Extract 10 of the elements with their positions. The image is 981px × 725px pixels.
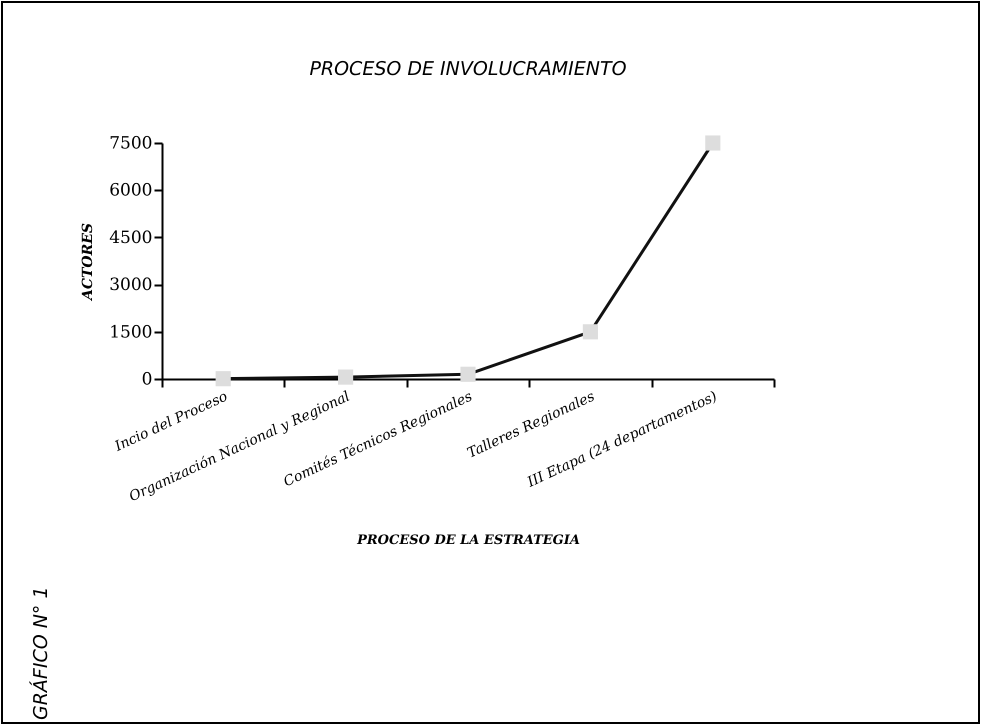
y-axis-title: ACTORES [80,222,96,302]
y-tick-label: 3000 [109,275,152,296]
chart-title: PROCESO DE INVOLUCRAMIENTO [309,58,627,80]
y-tick-label: 7500 [109,134,152,154]
text: GRÁFICO N° 1 [30,586,52,720]
x-axis-title: PROCESO DE LA ESTRATEGIA [356,533,580,548]
y-tick-label: 0 [142,370,152,390]
y-tick-label: 6000 [109,180,152,201]
y-tick-label: 1500 [109,322,152,342]
y-tick-label: 4500 [109,228,152,248]
